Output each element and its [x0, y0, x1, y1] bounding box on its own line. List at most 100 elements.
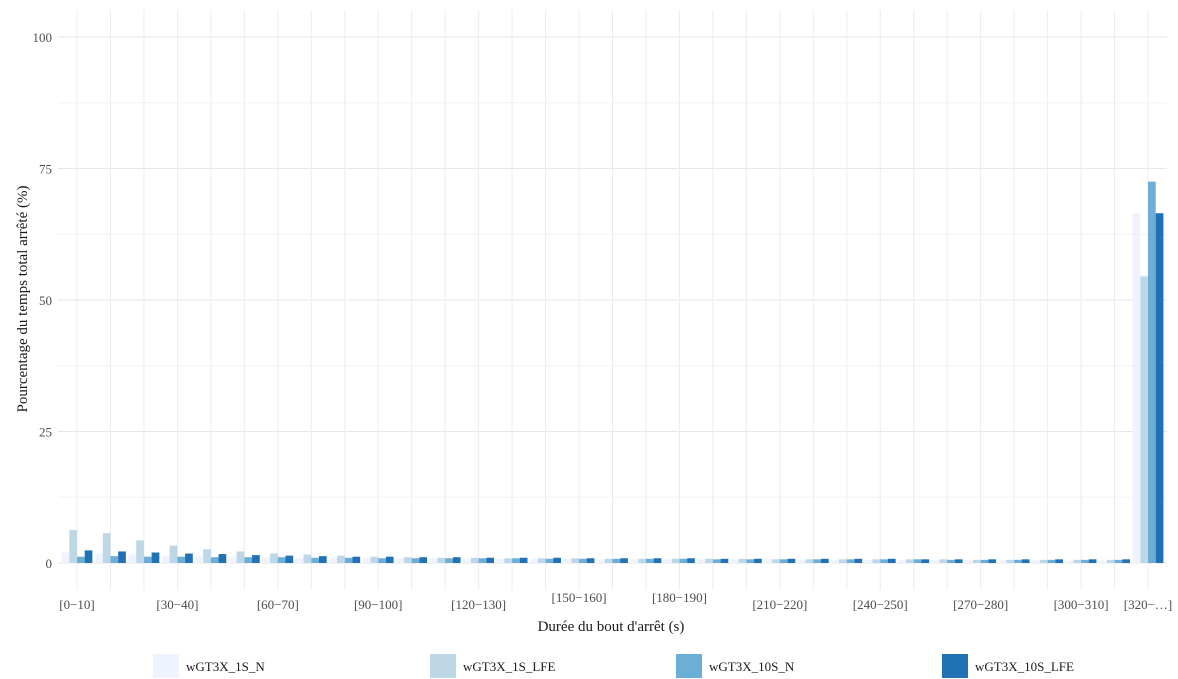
- y-tick-label: 50: [39, 293, 52, 308]
- x-tick-label: [150−160]: [552, 590, 607, 605]
- bar: [872, 559, 881, 563]
- bar: [880, 559, 888, 563]
- bar: [831, 559, 840, 563]
- x-tick-label: [120−130]: [451, 597, 506, 612]
- bar: [318, 556, 327, 563]
- bar: [764, 559, 773, 563]
- legend-swatch: [430, 654, 456, 678]
- bar: [352, 556, 361, 563]
- bar: [185, 553, 193, 563]
- bar: [512, 558, 520, 563]
- bar: [887, 558, 896, 563]
- bar: [980, 559, 989, 563]
- bar: [988, 559, 997, 563]
- bar: [303, 554, 312, 563]
- bar: [604, 558, 613, 563]
- bar: [419, 557, 428, 563]
- legend-item: wGT3X_1S_LFE: [430, 654, 556, 678]
- bar: [537, 558, 546, 563]
- bars: [61, 181, 1164, 563]
- bar: [244, 557, 253, 563]
- bar: [1014, 559, 1022, 563]
- bar: [1140, 276, 1148, 563]
- bar: [813, 559, 822, 563]
- bar: [1088, 559, 1097, 563]
- y-tick-label: 0: [46, 556, 53, 571]
- bar: [821, 558, 829, 563]
- bar: [720, 558, 729, 563]
- bar: [1099, 560, 1107, 563]
- bar: [754, 558, 762, 563]
- legend-item: wGT3X_10S_N: [676, 654, 795, 678]
- bar: [898, 559, 907, 563]
- legend-label: wGT3X_1S_LFE: [463, 659, 556, 674]
- bar: [787, 558, 796, 563]
- bar: [1132, 213, 1141, 563]
- bar: [344, 557, 353, 563]
- bar: [429, 558, 438, 563]
- bar: [931, 559, 940, 563]
- bar: [645, 558, 654, 563]
- bar: [965, 559, 973, 563]
- bar: [563, 558, 572, 563]
- bar: [939, 559, 948, 563]
- legend-label: wGT3X_10S_N: [709, 659, 795, 674]
- bar: [1122, 559, 1130, 563]
- bar: [664, 559, 672, 563]
- legend-item: wGT3X_1S_N: [153, 654, 265, 678]
- bar: [998, 559, 1007, 563]
- bar: [746, 559, 755, 563]
- bar: [553, 557, 561, 563]
- bar: [118, 551, 126, 563]
- bar: [1106, 559, 1115, 563]
- y-tick-label: 25: [39, 425, 52, 440]
- bar: [136, 540, 144, 563]
- bar: [839, 559, 847, 563]
- bar: [630, 559, 639, 563]
- bar: [1065, 560, 1074, 563]
- bar: [486, 557, 495, 563]
- bar: [496, 558, 505, 563]
- x-tick-label: [270−280]: [953, 597, 1008, 612]
- bar: [252, 555, 260, 563]
- bar: [218, 554, 227, 563]
- bar: [972, 559, 981, 563]
- bar: [128, 554, 137, 563]
- bar: [921, 559, 930, 563]
- bar: [437, 557, 446, 563]
- bar: [712, 559, 721, 563]
- bar: [378, 558, 386, 563]
- bar: [403, 557, 412, 563]
- legend-swatch: [942, 654, 968, 678]
- bar: [705, 558, 713, 563]
- x-tick-label: [240−250]: [853, 597, 908, 612]
- bar: [947, 559, 955, 563]
- bar: [77, 556, 85, 563]
- bar: [653, 558, 662, 563]
- bar: [954, 559, 963, 563]
- bar: [779, 559, 788, 563]
- bar: [1073, 559, 1082, 563]
- bar: [519, 557, 528, 563]
- bar: [295, 557, 304, 563]
- bar: [504, 558, 513, 563]
- bar: [1006, 559, 1015, 563]
- legend: wGT3X_1S_N wGT3X_1S_LFE wGT3X_10S_N wGT3X_1…: [153, 654, 1074, 678]
- bar: [1148, 181, 1156, 563]
- x-tick-label: [210−220]: [752, 597, 807, 612]
- bar: [61, 552, 70, 563]
- bar: [1032, 560, 1040, 563]
- bar: [1047, 559, 1056, 563]
- y-axis-ticks: 0 25 50 75 100: [33, 30, 53, 571]
- bar: [864, 559, 873, 563]
- bar: [362, 558, 371, 563]
- bar: [445, 558, 453, 563]
- x-tick-label: [320−…]: [1124, 597, 1173, 612]
- grid: [58, 10, 1167, 590]
- bar: [1081, 559, 1089, 563]
- y-tick-label: 100: [33, 30, 53, 45]
- bar: [797, 559, 806, 563]
- x-tick-label: [0−10]: [59, 597, 95, 612]
- bar: [597, 559, 605, 563]
- bar: [1114, 559, 1123, 563]
